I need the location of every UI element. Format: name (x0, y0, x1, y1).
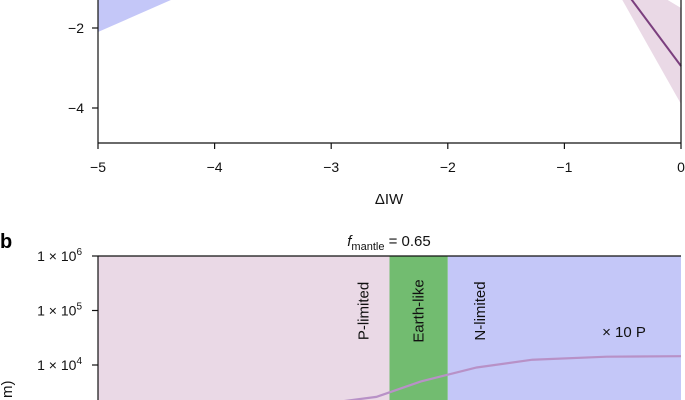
panel-b-y-ticks: 1 × 106 1 × 105 1 × 104 (37, 247, 98, 373)
panel-b-regions: P-limited Earth-like N-limited (98, 256, 681, 400)
panel-b-annotation: × 10 P (602, 324, 646, 341)
panel-b-region-label: Earth-like (411, 279, 428, 342)
panel-b-y-tick-label: 1 × 105 (37, 302, 82, 319)
panel-a-y-tick-label: −4 (68, 100, 84, 116)
panel-b-region-label: P-limited (356, 282, 373, 340)
panel-b-y-axis-title-fragment: m) (0, 381, 16, 399)
panel-a-x-tick-label: −4 (207, 159, 223, 175)
panel-a-series-line-0 (630, 0, 682, 67)
panel-a: −5 −4 −3 −2 −1 0 −2 −4 ΔIW (68, 0, 685, 208)
panel-a-x-ticks: −5 −4 −3 −2 −1 0 (90, 143, 685, 175)
panel-a-x-tick-label: 0 (677, 159, 685, 175)
panel-b-region-p-limited (98, 256, 390, 400)
panel-b-lines (343, 355, 682, 400)
panel-b-y-tick-label: 1 × 104 (37, 356, 82, 373)
panel-a-x-tick-label: −3 (323, 159, 339, 175)
panel-b-title-subscript: mantle (351, 241, 384, 253)
panel-a-lines (622, 0, 682, 104)
panel-a-x-tick-label: −2 (440, 159, 456, 175)
panel-b-title: fmantle = 0.65 (347, 233, 431, 253)
panel-b: b fmantle = 0.65 P-limited Earth-like N-li… (0, 231, 682, 400)
panel-a-x-tick-label: −1 (556, 159, 572, 175)
panel-b-title-f: f (347, 233, 353, 250)
panel-b-title-value: = 0.65 (384, 233, 430, 250)
panel-b-y-tick-label: 1 × 106 (37, 247, 82, 264)
panel-b-region-label: N-limited (472, 281, 489, 340)
panel-a-x-tick-label: −5 (90, 159, 106, 175)
panel-a-series-band-0 (622, 0, 681, 104)
panel-b-region-n-limited (447, 256, 681, 400)
panel-a-bands (98, 0, 171, 32)
panel-a-y-ticks: −2 −4 (68, 20, 98, 116)
panel-a-band-0 (98, 0, 171, 32)
panel-a-x-axis-title: ΔIW (375, 191, 404, 208)
panel-b-series-line-0 (343, 355, 682, 400)
panel-a-y-tick-label: −2 (68, 20, 84, 36)
panel-b-letter: b (0, 231, 12, 253)
